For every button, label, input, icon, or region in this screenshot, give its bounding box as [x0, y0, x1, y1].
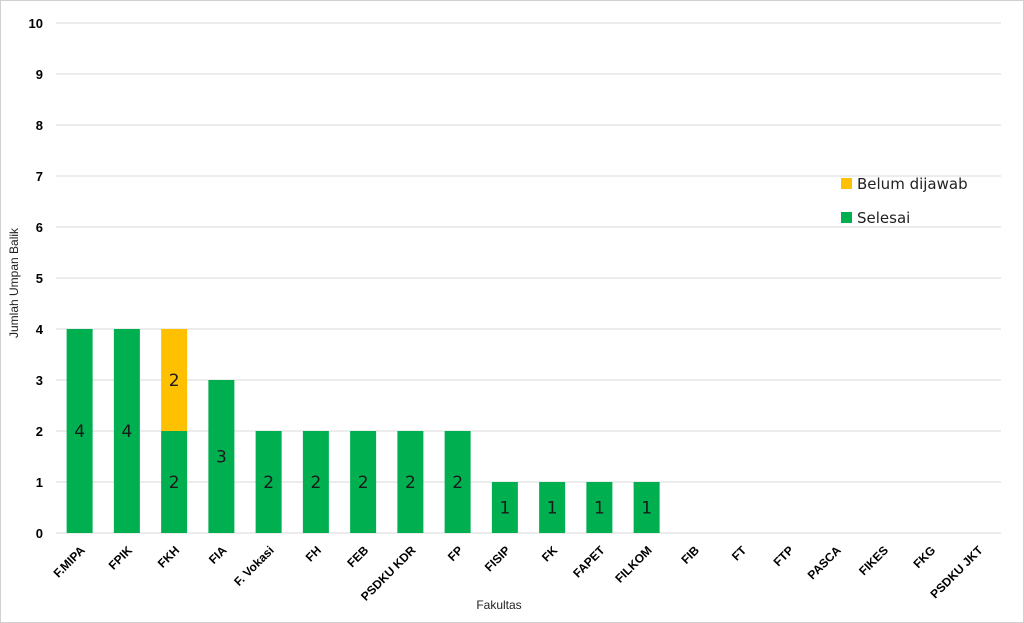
- data-labels: 4 4 2 2 3 2 2 2 2 2 1 1 1 1: [74, 371, 652, 519]
- x-tick-label: FH: [303, 543, 324, 564]
- data-label: 2: [169, 473, 180, 493]
- x-tick-label: FKH: [155, 543, 182, 570]
- legend: Belum dijawab Selesai: [841, 175, 968, 227]
- x-tick-label: F. Vokasi: [231, 543, 277, 589]
- y-tick-label: 2: [36, 424, 43, 439]
- data-label: 1: [499, 499, 510, 519]
- data-label: 3: [216, 448, 227, 468]
- bar-segment: [539, 482, 566, 533]
- bar-segment: [161, 431, 188, 533]
- x-tick-label: FILKOM: [612, 543, 654, 585]
- data-label: 2: [310, 473, 321, 493]
- y-tick-label: 10: [29, 16, 43, 31]
- data-label: 4: [121, 422, 132, 442]
- y-tick-label: 9: [36, 67, 43, 82]
- data-label: 2: [263, 473, 274, 493]
- y-axis-ticks: 0 1 2 3 4 5 6 7 8 9 10: [29, 16, 44, 541]
- bar-segment: [302, 431, 329, 533]
- y-tick-label: 6: [36, 220, 43, 235]
- y-tick-label: 1: [36, 475, 43, 490]
- legend-swatch: [841, 212, 852, 223]
- y-tick-label: 3: [36, 373, 43, 388]
- x-tick-label: FTP: [771, 543, 797, 569]
- data-label: 4: [74, 422, 85, 442]
- x-tick-label: F.MIPA: [51, 543, 88, 580]
- data-label: 1: [594, 499, 605, 519]
- bar-segment: [350, 431, 377, 533]
- bar-segment: [397, 431, 424, 533]
- x-axis-title: Fakultas: [476, 598, 521, 612]
- x-tick-label: FAPET: [570, 543, 608, 581]
- bar-segment: [66, 329, 93, 533]
- x-tick-label: PASCA: [805, 543, 844, 582]
- data-label: 1: [547, 499, 558, 519]
- x-tick-label: FISIP: [482, 543, 513, 574]
- y-tick-label: 7: [36, 169, 43, 184]
- gridlines: [56, 22, 1001, 534]
- x-tick-label: FEB: [344, 543, 371, 570]
- data-label: 2: [405, 473, 416, 493]
- y-tick-label: 5: [36, 271, 43, 286]
- data-label: 2: [169, 371, 180, 391]
- bar-segment: [161, 329, 188, 431]
- x-tick-label: FPIK: [106, 543, 135, 572]
- y-tick-label: 0: [36, 526, 43, 541]
- x-tick-label: FP: [445, 543, 466, 564]
- legend-swatch: [841, 178, 852, 189]
- x-tick-label: FIA: [206, 543, 230, 567]
- bars: [66, 329, 660, 533]
- legend-label: Selesai: [857, 209, 910, 227]
- x-tick-label: FKG: [910, 543, 938, 571]
- y-tick-label: 8: [36, 118, 43, 133]
- bar-segment: [113, 329, 140, 533]
- bar-segment: [208, 380, 235, 533]
- data-label: 2: [452, 473, 463, 493]
- x-tick-label: FIB: [678, 543, 702, 567]
- x-tick-label: FK: [539, 543, 560, 564]
- legend-label: Belum dijawab: [857, 175, 968, 193]
- data-label: 1: [641, 499, 652, 519]
- bar-segment: [255, 431, 282, 533]
- y-axis-title: Jumlah Umpan Balik: [7, 227, 21, 338]
- x-tick-label: FT: [729, 543, 750, 564]
- data-label: 2: [358, 473, 369, 493]
- y-tick-label: 4: [36, 322, 44, 337]
- bar-segment: [491, 482, 518, 533]
- bar-segment: [586, 482, 613, 533]
- bar-segment: [633, 482, 660, 533]
- bar-segment: [444, 431, 471, 533]
- x-tick-label: FIKES: [856, 543, 891, 578]
